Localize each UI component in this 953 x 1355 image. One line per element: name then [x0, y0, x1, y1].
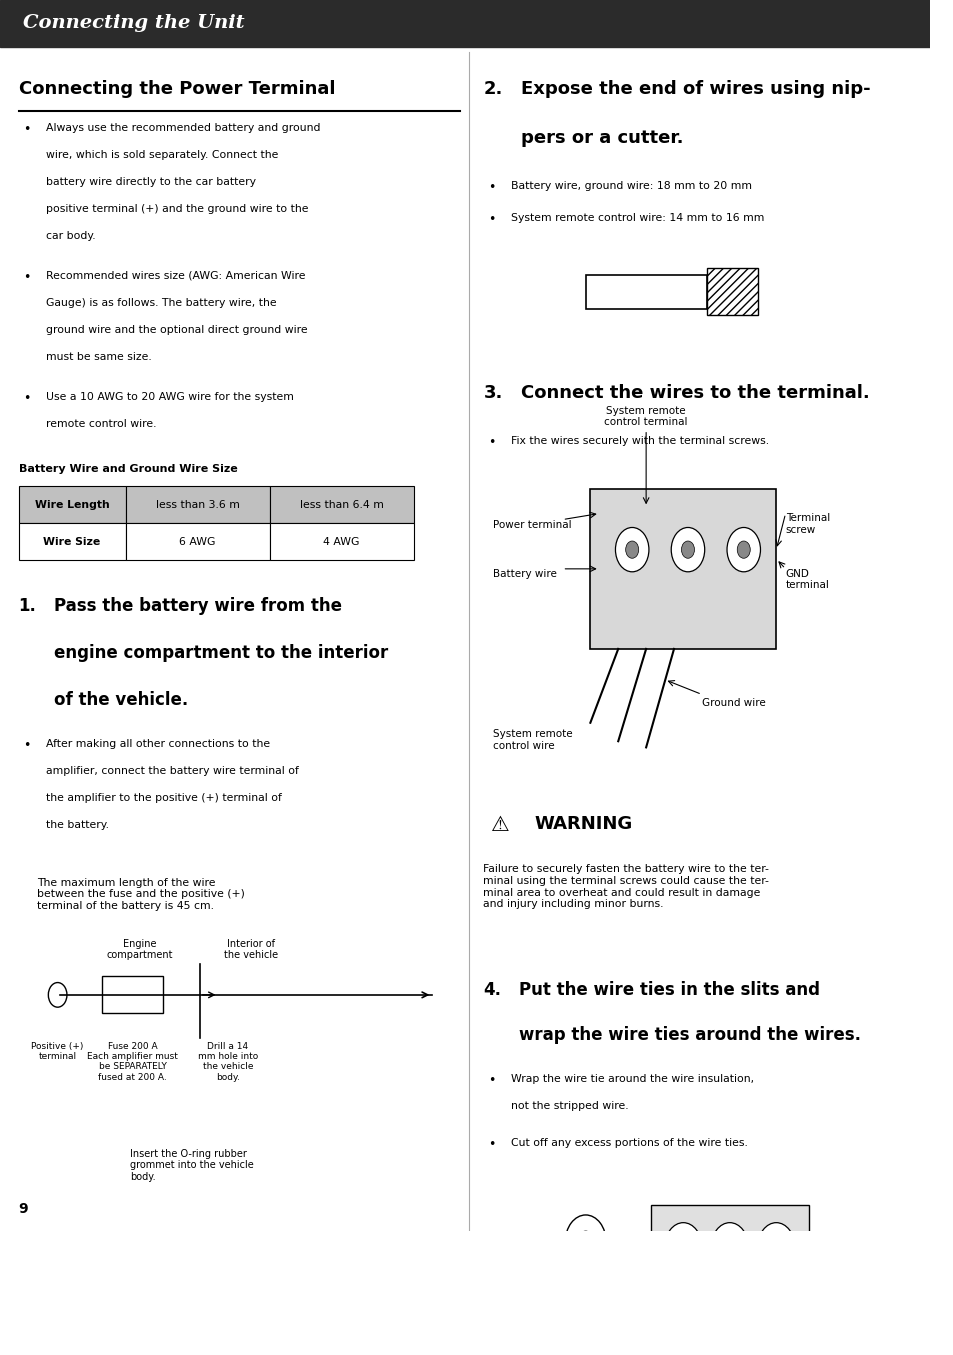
Text: Ground wire: Ground wire: [701, 698, 765, 709]
Text: less than 6.4 m: less than 6.4 m: [299, 500, 383, 509]
Circle shape: [680, 541, 694, 558]
Bar: [650, 1206, 808, 1310]
Text: the amplifier to the positive (+) terminal of: the amplifier to the positive (+) termin…: [47, 793, 282, 804]
Text: Wire Length: Wire Length: [34, 500, 110, 509]
Text: wire, which is sold separately. Connect the: wire, which is sold separately. Connect …: [47, 150, 278, 160]
Text: Failure to securely fasten the battery wire to the ter-
minal using the terminal: Failure to securely fasten the battery w…: [483, 864, 768, 909]
Text: pers or a cutter.: pers or a cutter.: [520, 129, 682, 148]
Circle shape: [664, 1222, 701, 1272]
Bar: [585, 275, 706, 309]
Circle shape: [625, 541, 638, 558]
Circle shape: [49, 982, 67, 1007]
Bar: [270, 523, 414, 560]
Text: Use a 10 AWG to 20 AWG wire for the system: Use a 10 AWG to 20 AWG wire for the syst…: [47, 392, 294, 401]
Text: Insert the O-ring rubber
grommet into the vehicle
body.: Insert the O-ring rubber grommet into th…: [130, 1149, 253, 1182]
Text: ⚠: ⚠: [491, 816, 509, 835]
Text: 3.: 3.: [483, 385, 502, 402]
Text: After making all other connections to the: After making all other connections to th…: [47, 738, 271, 749]
Text: wrap the wire ties around the wires.: wrap the wire ties around the wires.: [518, 1026, 860, 1043]
Text: Connecting the Unit: Connecting the Unit: [23, 15, 245, 33]
Circle shape: [768, 1237, 783, 1257]
Bar: [126, 523, 270, 560]
Text: •: •: [488, 182, 495, 194]
Text: Cut off any excess portions of the wire ties.: Cut off any excess portions of the wire …: [511, 1138, 747, 1148]
Text: Connecting the Power Terminal: Connecting the Power Terminal: [18, 80, 335, 98]
Bar: [0, 0, 929, 47]
Text: positive terminal (+) and the ground wire to the: positive terminal (+) and the ground wir…: [47, 205, 309, 214]
Bar: [270, 486, 414, 523]
Bar: [706, 268, 757, 316]
Text: Interior of
the vehicle: Interior of the vehicle: [224, 939, 277, 961]
Text: car body.: car body.: [47, 232, 96, 241]
Text: remote control wire.: remote control wire.: [47, 419, 157, 428]
Circle shape: [721, 1237, 737, 1257]
Circle shape: [565, 1215, 605, 1270]
Text: 1.: 1.: [18, 598, 36, 615]
Circle shape: [671, 527, 704, 572]
Text: Pass the battery wire from the: Pass the battery wire from the: [54, 598, 341, 615]
Text: engine compartment to the interior: engine compartment to the interior: [54, 644, 388, 663]
Text: •: •: [488, 1138, 495, 1150]
Circle shape: [737, 541, 749, 558]
Bar: [562, 1237, 632, 1310]
Text: •: •: [23, 738, 30, 752]
Circle shape: [757, 1222, 794, 1272]
Text: 6 AWG: 6 AWG: [179, 537, 215, 547]
Text: amplifier, connect the battery wire terminal of: amplifier, connect the battery wire term…: [47, 766, 299, 776]
Text: System remote control wire: 14 mm to 16 mm: System remote control wire: 14 mm to 16 …: [511, 213, 764, 224]
Text: not the stripped wire.: not the stripped wire.: [511, 1100, 628, 1111]
Text: The maximum length of the wire
between the fuse and the positive (+)
terminal of: The maximum length of the wire between t…: [37, 878, 245, 911]
Text: •: •: [23, 123, 30, 136]
Circle shape: [675, 1237, 690, 1257]
Text: must be same size.: must be same size.: [47, 352, 152, 362]
Text: battery wire directly to the car battery: battery wire directly to the car battery: [47, 178, 256, 187]
Text: •: •: [488, 436, 495, 449]
Circle shape: [726, 527, 760, 572]
Text: 4 AWG: 4 AWG: [323, 537, 359, 547]
Text: less than 3.6 m: less than 3.6 m: [155, 500, 239, 509]
Text: Battery wire: Battery wire: [492, 569, 556, 579]
Text: the battery.: the battery.: [47, 820, 110, 831]
Bar: [18, 523, 126, 560]
Text: Terminal
screw: Terminal screw: [784, 514, 829, 535]
Text: System remote
control terminal: System remote control terminal: [604, 405, 687, 427]
Text: •: •: [488, 1073, 495, 1087]
Text: ground wire and the optional direct ground wire: ground wire and the optional direct grou…: [47, 325, 308, 335]
Circle shape: [711, 1222, 747, 1272]
Bar: [102, 977, 163, 1014]
Text: Fuse 200 A
Each amplifier must
be SEPARATELY
fused at 200 A.: Fuse 200 A Each amplifier must be SEPARA…: [87, 1042, 177, 1081]
Text: Connect the wires to the terminal.: Connect the wires to the terminal.: [520, 385, 868, 402]
Text: Expose the end of wires using nip-: Expose the end of wires using nip-: [520, 80, 869, 98]
Text: •: •: [23, 392, 30, 405]
Text: Engine
compartment: Engine compartment: [106, 939, 172, 961]
Text: Positive (+)
terminal: Positive (+) terminal: [31, 1042, 84, 1061]
Text: Gauge) is as follows. The battery wire, the: Gauge) is as follows. The battery wire, …: [47, 298, 276, 308]
Text: Recommended wires size (AWG: American Wire: Recommended wires size (AWG: American Wi…: [47, 271, 306, 280]
Bar: [590, 489, 776, 649]
Text: Put the wire ties in the slits and: Put the wire ties in the slits and: [518, 981, 819, 1000]
Bar: [126, 486, 270, 523]
Text: •: •: [23, 271, 30, 285]
Text: of the vehicle.: of the vehicle.: [54, 691, 188, 709]
Text: 9: 9: [18, 1202, 28, 1217]
Text: Fix the wires securely with the terminal screws.: Fix the wires securely with the terminal…: [511, 436, 769, 446]
Text: Power terminal: Power terminal: [492, 519, 571, 530]
Bar: [18, 486, 126, 523]
Circle shape: [577, 1230, 594, 1253]
Text: Wire Size: Wire Size: [44, 537, 101, 547]
Text: System remote
control wire: System remote control wire: [492, 729, 572, 751]
Text: Battery Wire and Ground Wire Size: Battery Wire and Ground Wire Size: [18, 465, 237, 474]
Text: 4.: 4.: [483, 981, 501, 1000]
Text: Wrap the wire tie around the wire insulation,: Wrap the wire tie around the wire insula…: [511, 1073, 754, 1084]
Text: Battery wire, ground wire: 18 mm to 20 mm: Battery wire, ground wire: 18 mm to 20 m…: [511, 182, 752, 191]
Text: GND
terminal: GND terminal: [784, 569, 828, 591]
Text: Drill a 14
mm hole into
the vehicle
body.: Drill a 14 mm hole into the vehicle body…: [197, 1042, 257, 1081]
Text: •: •: [488, 213, 495, 226]
Text: Always use the recommended battery and ground: Always use the recommended battery and g…: [47, 123, 320, 133]
Text: 2.: 2.: [483, 80, 502, 98]
Circle shape: [615, 527, 648, 572]
Text: WARNING: WARNING: [534, 816, 632, 833]
